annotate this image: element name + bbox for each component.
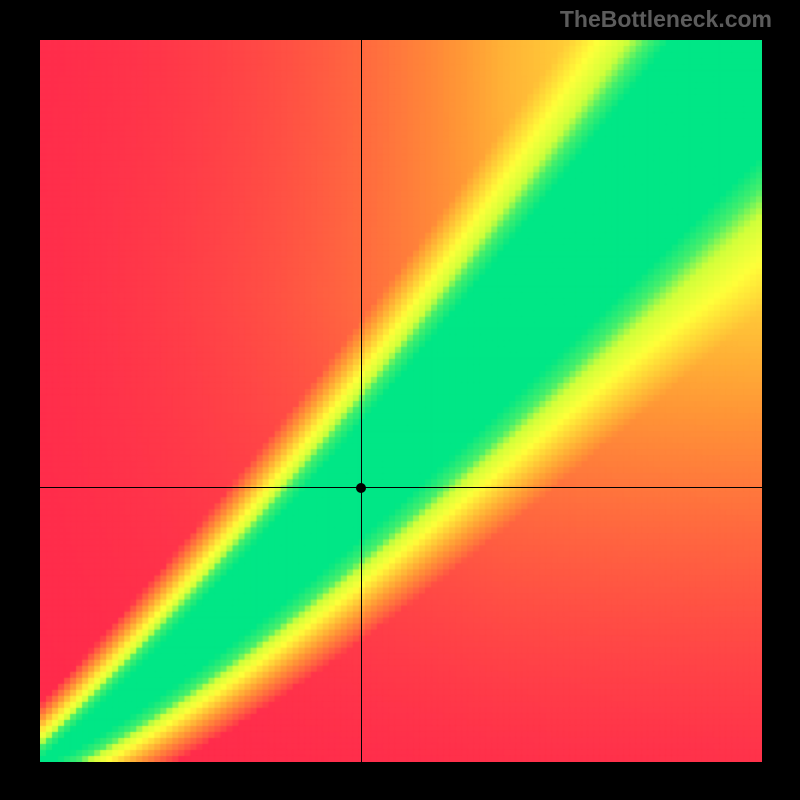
heatmap-canvas — [40, 40, 762, 762]
heatmap-plot — [40, 40, 762, 762]
watermark-text: TheBottleneck.com — [560, 6, 772, 33]
crosshair-vertical — [361, 40, 362, 762]
crosshair-horizontal — [40, 487, 762, 488]
marker-dot — [356, 483, 366, 493]
